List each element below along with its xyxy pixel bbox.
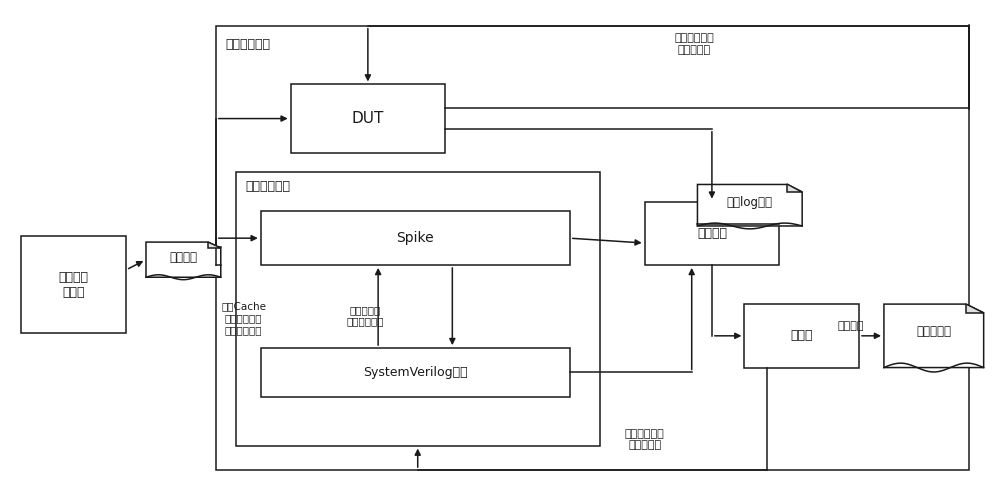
Text: Spike: Spike [396, 231, 434, 245]
Text: 混合参考模型: 混合参考模型 [246, 180, 291, 192]
Bar [236, 172, 600, 446]
Bar [261, 211, 570, 265]
Text: 结果不一致，
检查并改进: 结果不一致， 检查并改进 [675, 33, 714, 55]
Bar [261, 348, 570, 397]
Text: 结果一致: 结果一致 [838, 321, 864, 331]
Text: 测试激励
生成器: 测试激励 生成器 [59, 271, 89, 299]
Polygon shape [787, 185, 802, 192]
Polygon shape [146, 242, 221, 277]
Bar [291, 84, 445, 153]
Text: 监测模块: 监测模块 [697, 227, 727, 240]
Bar [21, 236, 126, 333]
Polygon shape [208, 242, 221, 248]
Bar [744, 304, 859, 368]
Text: DUT: DUT [352, 111, 384, 126]
Text: 测试激励: 测试激励 [169, 251, 197, 264]
Polygon shape [884, 304, 984, 368]
Text: 发生访存缺
失、主动驱逐: 发生访存缺 失、主动驱逐 [347, 305, 384, 327]
Text: 覆盖率报告: 覆盖率报告 [916, 325, 951, 338]
Bar [645, 202, 779, 265]
Text: 仿真log文件: 仿真log文件 [727, 196, 773, 209]
Bar [216, 26, 969, 470]
Polygon shape [966, 304, 984, 313]
Text: 记分板: 记分板 [790, 329, 813, 342]
Text: 功能验证平台: 功能验证平台 [226, 38, 271, 51]
Text: 反馈Cache
状态转换结果
以及相应数据: 反馈Cache 状态转换结果 以及相应数据 [221, 301, 266, 335]
Text: SystemVerilog模型: SystemVerilog模型 [363, 366, 468, 379]
Polygon shape [697, 185, 802, 226]
Text: 结果不一致，
检查并改进: 结果不一致， 检查并改进 [625, 429, 664, 450]
